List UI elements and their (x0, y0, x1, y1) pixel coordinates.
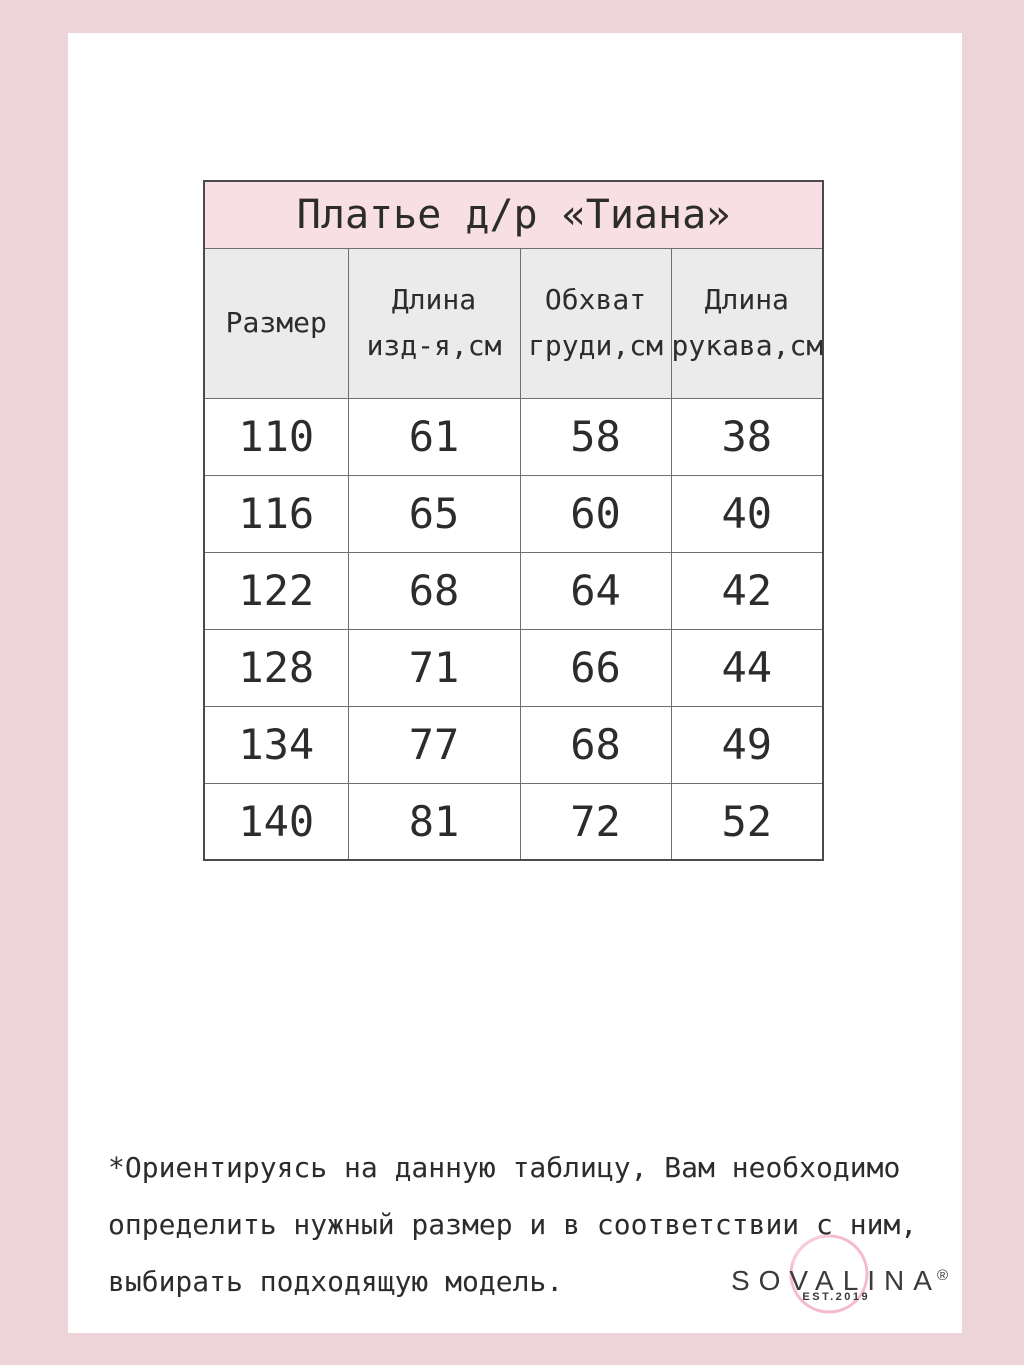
footnote-line: выбирать подходящую модель. (108, 1265, 564, 1298)
column-header-line: груди,см (528, 329, 663, 362)
table-header-row: Размер Длина изд-я,см Обхват груди,см Дл… (203, 247, 824, 399)
brand-logo: SOVALINA® EST.2019 (705, 1228, 965, 1338)
column-header-length: Длина изд-я,см (347, 247, 521, 399)
table-title: Платье д/р «Тиана» (203, 180, 824, 249)
cell-sleeve: 38 (670, 397, 824, 476)
column-header-line: Размер (225, 306, 327, 339)
cell-size: 122 (203, 551, 349, 630)
cell-sleeve: 40 (670, 474, 824, 553)
registered-trademark-icon: ® (936, 1267, 949, 1284)
cell-chest: 72 (519, 782, 672, 861)
cell-sleeve: 42 (670, 551, 824, 630)
cell-chest: 66 (519, 628, 672, 707)
table-row: 116 65 60 40 (203, 474, 824, 553)
column-header-line: изд-я,см (366, 329, 502, 362)
column-header-line: Длина (704, 283, 789, 316)
table-title-row: Платье д/р «Тиана» (203, 180, 824, 249)
column-header-line: Длина (391, 283, 477, 316)
size-chart-page: Платье д/р «Тиана» Размер Длина изд-я,см… (68, 33, 962, 1333)
column-header-chest: Обхват груди,см (519, 247, 672, 399)
cell-length: 68 (347, 551, 521, 630)
column-header-line: Обхват (544, 283, 647, 316)
cell-length: 65 (347, 474, 521, 553)
size-table: Платье д/р «Тиана» Размер Длина изд-я,см… (203, 180, 825, 861)
column-header-line: рукава,см (671, 329, 824, 362)
column-header-size: Размер (203, 247, 349, 399)
table-row: 110 61 58 38 (203, 397, 824, 476)
footnote-line: определить нужный размер и в соответстви… (108, 1208, 918, 1241)
table-row: 122 68 64 42 (203, 551, 824, 630)
cell-size: 134 (203, 705, 349, 784)
logo-circle-icon (789, 1234, 869, 1314)
brand-established: EST.2019 (802, 1291, 871, 1303)
table-row: 128 71 66 44 (203, 628, 824, 707)
footnote-line: *Ориентируясь на данную таблицу, Вам нео… (108, 1151, 901, 1184)
cell-chest: 60 (519, 474, 672, 553)
footnote: *Ориентируясь на данную таблицу, Вам нео… (108, 1139, 917, 1310)
cell-length: 71 (347, 628, 521, 707)
cell-length: 81 (347, 782, 521, 861)
cell-length: 61 (347, 397, 521, 476)
cell-sleeve: 44 (670, 628, 824, 707)
brand-name: SOVALINA® (705, 1262, 965, 1295)
cell-sleeve: 49 (670, 705, 824, 784)
cell-size: 128 (203, 628, 349, 707)
cell-size: 110 (203, 397, 349, 476)
column-header-sleeve: Длина рукава,см (670, 247, 824, 399)
table-row: 134 77 68 49 (203, 705, 824, 784)
brand-name-text: SOVALINA (730, 1265, 941, 1296)
cell-chest: 68 (519, 705, 672, 784)
cell-chest: 64 (519, 551, 672, 630)
cell-size: 140 (203, 782, 349, 861)
cell-chest: 58 (519, 397, 672, 476)
table-row: 140 81 72 52 (203, 782, 824, 861)
cell-sleeve: 52 (670, 782, 824, 861)
cell-length: 77 (347, 705, 521, 784)
cell-size: 116 (203, 474, 349, 553)
